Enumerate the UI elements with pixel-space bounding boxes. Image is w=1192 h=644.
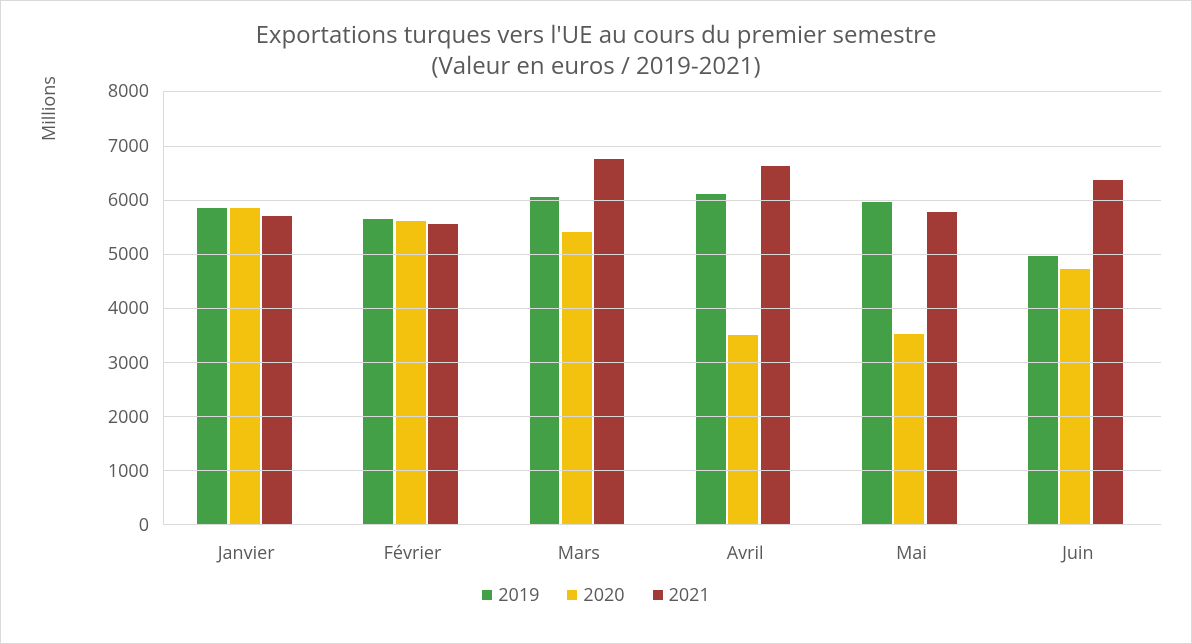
bar-2019 [363,219,393,525]
x-axis-label: Février [329,531,495,571]
x-axis-label: Avril [662,531,828,571]
legend-item: 2020 [567,583,624,607]
chart-title: Exportations turques vers l'UE au cours … [21,19,1171,81]
legend-swatch [567,590,577,600]
bar-2019 [530,197,560,524]
y-tick-label: 0 [139,513,149,537]
y-tick-label: 1000 [108,459,149,483]
plot-area [163,91,1161,525]
bar-2021 [1093,180,1123,525]
plot-wrap: Millions 0100020003000400050006000700080… [21,91,1171,571]
x-axis-label: Janvier [163,531,329,571]
gridline [164,362,1161,363]
y-tick-label: 8000 [108,79,149,103]
bar-2020 [562,232,592,524]
bar-2020 [396,221,426,524]
x-axis-label: Juin [995,531,1161,571]
gridline [164,254,1161,255]
legend-swatch [482,590,492,600]
legend-label: 2021 [669,583,710,607]
y-axis-title: Millions [37,77,61,142]
y-tick-label: 2000 [108,405,149,429]
x-axis-labels: JanvierFévrierMarsAvrilMaiJuin [163,531,1161,571]
bar-2020 [230,208,260,525]
gridline [164,308,1161,309]
legend-swatch [653,590,663,600]
legend-label: 2020 [583,583,624,607]
bar-2021 [927,212,957,524]
bar-2019 [197,208,227,525]
x-axis-label: Mai [828,531,994,571]
x-axis-label: Mars [496,531,662,571]
gridline [164,470,1161,471]
legend-item: 2019 [482,583,539,607]
chart-title-line1: Exportations turques vers l'UE au cours … [256,18,937,51]
gridline [164,91,1161,92]
bar-2021 [262,216,292,525]
bar-2020 [728,335,758,524]
legend-item: 2021 [653,583,710,607]
chart-title-line2: (Valeur en euros / 2019-2021) [431,49,760,82]
y-tick-labels: 010002000300040005000600070008000 [95,91,149,525]
bar-2019 [1028,256,1058,524]
bar-2019 [696,194,726,524]
y-tick-label: 4000 [108,296,149,320]
bar-2021 [428,224,458,524]
gridline [164,146,1161,147]
y-tick-label: 7000 [108,134,149,158]
y-tick-label: 6000 [108,188,149,212]
gridline [164,416,1161,417]
legend: 2019 2020 2021 [21,583,1171,607]
y-tick-label: 3000 [108,351,149,375]
gridline [164,200,1161,201]
chart-frame: Exportations turques vers l'UE au cours … [0,0,1192,644]
legend-label: 2019 [498,583,539,607]
bar-2019 [862,202,892,524]
y-tick-label: 5000 [108,242,149,266]
